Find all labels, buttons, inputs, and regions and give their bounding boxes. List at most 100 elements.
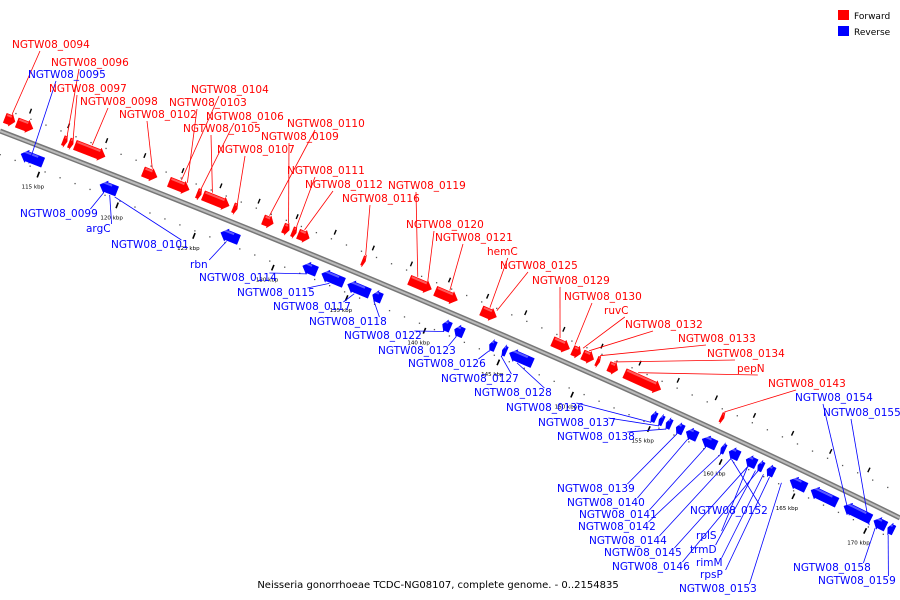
gene-shade (845, 502, 867, 515)
leader-line (343, 293, 355, 303)
leader-line (66, 68, 80, 136)
guide-dot (796, 443, 799, 445)
guide-dot (691, 394, 693, 396)
guide-dot (435, 282, 438, 284)
map-caption: Neisseria gonorrhoeae TCDC-NG08107, comp… (257, 580, 618, 591)
guide-dot (45, 124, 47, 126)
reverse-gene-arrow (701, 435, 719, 451)
leader-line (307, 282, 330, 289)
reverse-gene-arrow (745, 455, 759, 470)
leader-line (208, 241, 227, 261)
gene-label: rbn (190, 259, 208, 271)
guide-dot (643, 420, 645, 423)
gene-shade (511, 349, 529, 359)
guide-dot (269, 260, 271, 262)
leader-line (11, 50, 41, 115)
guide-dot (59, 177, 61, 179)
leader-line (210, 134, 213, 193)
gene-label: NGTW08_0128 (474, 387, 552, 399)
gene-label: NGTW08_0159 (818, 575, 896, 587)
guide-dot (195, 183, 197, 185)
reverse-gene-arrow (789, 476, 809, 493)
forward-gene-arrow (433, 285, 458, 305)
leader-line (608, 417, 659, 427)
gene-label: rimM (696, 557, 723, 569)
leader-line (659, 458, 731, 537)
minor-tick (600, 343, 604, 349)
gene-shade (304, 262, 313, 267)
guide-dot (44, 171, 46, 173)
gene-label: NGTW08_0158 (793, 562, 871, 574)
minor-tick (485, 293, 490, 299)
reverse-gene-arrow (665, 417, 674, 430)
gene-label: NGTW08_0096 (51, 57, 129, 69)
leader-line (516, 362, 545, 389)
guide-dot (134, 206, 136, 208)
guide-dot (867, 526, 870, 528)
leader-line (648, 453, 721, 523)
guide-dot (150, 165, 152, 167)
guide-dot (165, 171, 167, 173)
gene-shade (574, 346, 579, 350)
gene-shade (610, 362, 616, 367)
guide-dot (523, 367, 525, 369)
guide-dot (673, 434, 675, 436)
guide-dot (388, 309, 391, 312)
leader-line (415, 191, 419, 277)
gene-label: argC (86, 223, 111, 235)
gene-label: NGTW08_0153 (679, 583, 757, 595)
gene-label: NGTW08_0112 (305, 179, 383, 191)
leader-line (181, 95, 220, 181)
scale-tick (270, 264, 275, 271)
forward-gene-arrow (140, 166, 158, 182)
guide-dot (826, 457, 829, 459)
forward-gene-arrow (72, 139, 106, 161)
guide-dot (403, 316, 406, 318)
reverse-gene-arrow (719, 442, 728, 455)
guide-dot (210, 189, 212, 191)
guide-dot (239, 248, 241, 250)
leader-line (576, 402, 651, 423)
leader-line (269, 272, 307, 275)
forward-gene-arrow (360, 254, 367, 268)
guide-dot (661, 380, 663, 382)
guide-dot (179, 224, 181, 226)
guide-dot (781, 436, 784, 438)
reverse-gene-arrow (321, 269, 346, 288)
guide-dot (300, 225, 303, 228)
leader-line (478, 350, 490, 360)
tick-label: 145 kbp (481, 372, 504, 378)
reverse-gene-arrow (685, 427, 700, 442)
gene-shade (76, 141, 101, 152)
guide-dot (463, 341, 466, 344)
gene-label: NGTW08_0132 (625, 319, 703, 331)
gene-label: rpsP (700, 569, 723, 581)
reverse-gene-arrow (454, 324, 466, 339)
leader-line (449, 243, 464, 291)
guide-dot (149, 212, 151, 214)
leader-line (638, 372, 758, 376)
leader-line (237, 155, 246, 203)
gene-label: NGTW08_0114 (199, 272, 277, 284)
guide-dot (14, 159, 16, 162)
gene-shade (300, 230, 307, 234)
gene-label: NGTW08_0101 (111, 239, 189, 251)
guide-dot (466, 294, 468, 297)
reverse-gene-arrow (302, 261, 319, 277)
gene-shade (668, 419, 671, 422)
guide-dot (837, 511, 840, 514)
guide-dot (822, 504, 825, 506)
guide-dot (328, 285, 331, 287)
leader-line (749, 482, 782, 585)
guide-dot (345, 244, 348, 246)
gene-shade (483, 306, 493, 313)
gene-labels: NGTW08_0094NGTW08_0096NGTW08_0097NGTW08_… (12, 39, 900, 595)
gene-shade (205, 191, 225, 202)
gene-label: pepN (737, 363, 765, 375)
gene-label: NGTW08_0116 (342, 193, 420, 205)
guide-dot (721, 408, 723, 410)
gene-label: NGTW08_0134 (707, 348, 785, 360)
guide-dot (358, 297, 361, 299)
reverse-gene-arrow (873, 517, 889, 532)
guide-dot (811, 450, 814, 452)
